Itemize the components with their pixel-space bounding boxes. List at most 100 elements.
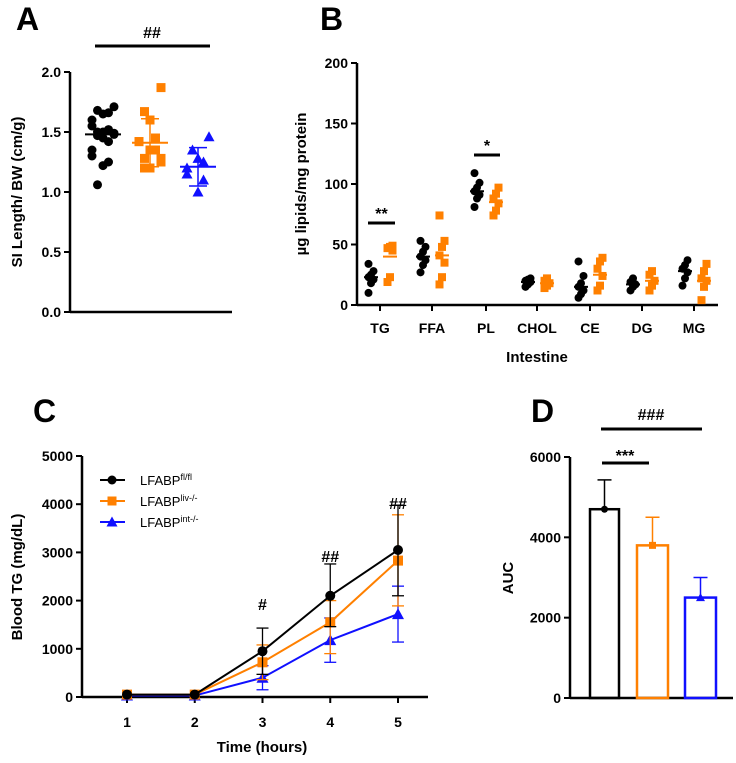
b-data-point xyxy=(369,267,378,276)
b-data-point xyxy=(416,268,425,277)
c-xtick-label: 1 xyxy=(123,714,131,730)
b-data-point xyxy=(574,257,583,266)
b-data-point xyxy=(364,259,373,268)
c-legend-label: LFABPliv-/- xyxy=(140,493,197,509)
d-ytick-label: 6000 xyxy=(530,449,561,465)
d-ytick-label: 0 xyxy=(553,690,561,706)
b-ytick-label: 100 xyxy=(325,176,349,192)
d-significance-label: ### xyxy=(638,407,665,424)
b-xtick-label: CE xyxy=(580,320,599,336)
b-data-point xyxy=(435,280,444,289)
a-significance-label: ## xyxy=(143,25,161,42)
b-data-point xyxy=(492,189,500,198)
c-ytick-label: 3000 xyxy=(42,544,73,560)
a-data-point xyxy=(151,133,160,143)
c-significance-label: ## xyxy=(389,496,407,513)
b-data-point xyxy=(596,281,604,290)
c-legend-label: LFABPfl/fl xyxy=(140,472,192,488)
c-xtick-label: 5 xyxy=(394,714,402,730)
c-legend-marker xyxy=(107,496,117,506)
b-xtick-label: FFA xyxy=(419,320,445,336)
a-ylabel: SI Length/ BW (cm/g) xyxy=(9,117,26,268)
a-data-point xyxy=(156,83,166,93)
b-xlabel: Intestine xyxy=(506,349,568,366)
c-ylabel: Blood TG (mg/dL) xyxy=(9,514,26,641)
c-data-point xyxy=(325,590,336,601)
c-ytick-label: 4000 xyxy=(42,496,73,512)
c-significance-label: # xyxy=(258,597,267,614)
d-ylabel: AUC xyxy=(500,562,517,595)
d-bar xyxy=(635,544,670,700)
b-data-point xyxy=(440,236,449,245)
a-ytick-label: 1.5 xyxy=(42,124,62,140)
b-data-point xyxy=(364,288,373,297)
b-ylabel: µg lipids/mg protein xyxy=(293,113,310,256)
panel-label-c: C xyxy=(33,393,56,429)
d-significance-label: *** xyxy=(616,448,635,465)
b-data-point xyxy=(593,264,602,273)
c-legend-label: LFABPint-/- xyxy=(140,514,198,530)
b-data-point xyxy=(579,271,588,280)
a-data-point xyxy=(93,180,102,190)
a-data-point xyxy=(140,107,149,117)
a-data-point xyxy=(98,161,108,171)
panel-label-d: D xyxy=(531,393,554,429)
b-xtick-label: TG xyxy=(370,320,390,336)
c-data-point xyxy=(189,689,200,700)
c-xtick-label: 2 xyxy=(191,714,199,730)
b-data-point xyxy=(648,267,656,276)
b-data-point xyxy=(598,271,607,280)
a-data-point xyxy=(151,145,160,155)
c-ytick-label: 0 xyxy=(65,689,73,705)
a-data-point xyxy=(104,108,113,118)
panel-label-b: B xyxy=(320,1,343,37)
b-data-point xyxy=(700,282,708,291)
d-mean-marker xyxy=(601,505,608,513)
c-data-point xyxy=(122,689,132,700)
b-data-point xyxy=(543,274,551,283)
b-data-point xyxy=(697,296,706,305)
b-data-point xyxy=(438,242,446,251)
c-ytick-label: 1000 xyxy=(42,641,73,657)
b-ytick-label: 200 xyxy=(325,55,349,71)
b-data-point xyxy=(526,274,535,283)
b-data-point xyxy=(648,281,656,290)
b-xtick-label: CHOL xyxy=(517,320,557,336)
b-data-point xyxy=(475,178,484,187)
b-data-point xyxy=(700,267,708,276)
b-data-point xyxy=(593,286,602,295)
c-xtick-label: 3 xyxy=(259,714,267,730)
a-data-point xyxy=(145,163,155,173)
c-data-point xyxy=(393,544,403,555)
a-data-point xyxy=(140,163,149,173)
b-data-point xyxy=(440,258,449,267)
b-xtick-label: DG xyxy=(632,320,653,336)
b-data-point xyxy=(470,169,479,178)
c-data-point xyxy=(392,608,404,620)
b-data-point xyxy=(489,211,498,220)
a-data-point xyxy=(140,153,149,163)
b-data-point xyxy=(629,274,637,283)
b-data-point xyxy=(421,242,430,251)
b-ytick-label: 150 xyxy=(325,116,349,132)
b-data-point xyxy=(697,274,706,283)
a-data-point xyxy=(109,102,119,112)
b-xtick-label: PL xyxy=(477,320,495,336)
a-data-point xyxy=(198,156,209,167)
a-ytick-label: 2.0 xyxy=(42,64,62,80)
b-data-point xyxy=(681,274,689,283)
b-data-point xyxy=(702,259,711,268)
b-ytick-label: 0 xyxy=(340,297,348,313)
b-data-point xyxy=(416,236,425,245)
b-data-point xyxy=(494,199,503,208)
d-bar xyxy=(588,507,621,700)
a-data-point xyxy=(181,168,193,179)
a-data-point xyxy=(87,121,97,131)
b-data-point xyxy=(489,194,498,203)
b-data-point xyxy=(438,273,446,282)
d-mean-marker xyxy=(649,541,656,549)
b-data-point xyxy=(683,256,692,265)
c-significance-label: ## xyxy=(321,549,339,566)
c-legend-marker xyxy=(107,475,117,485)
